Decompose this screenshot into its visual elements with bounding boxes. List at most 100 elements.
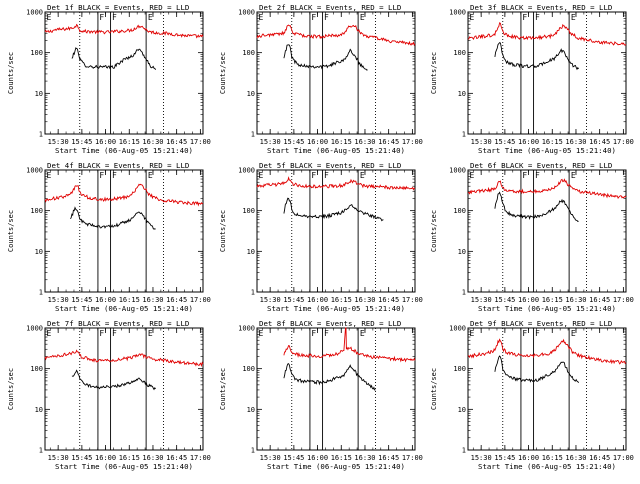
y-tick-label: 1000 (238, 9, 255, 17)
panel-title: Det 1f BLACK = Events, RED = LLD (47, 3, 189, 12)
y-tick-label: 10 (35, 90, 43, 98)
interval-letter: F (324, 13, 329, 22)
interval-letter: E (258, 171, 263, 180)
plot-frame (256, 327, 416, 451)
panel-title: Det 6f BLACK = Events, RED = LLD (470, 161, 612, 170)
lld-series-line (256, 24, 416, 47)
interval-letter: F (324, 329, 329, 338)
panel-det-2f: Det 2f BLACK = Events, RED = LLD 1 10 100 10… (219, 3, 423, 155)
events-series-line (283, 363, 376, 391)
x-tick-label: 15:30 (48, 454, 69, 462)
y-tick-label: 100 (453, 49, 466, 57)
y-tick-label: 1 (462, 289, 466, 297)
y-tick-label: 10 (458, 90, 466, 98)
panel-title: Det 8f BLACK = Events, RED = LLD (259, 319, 401, 328)
y-axis-label: Counts/sec (219, 52, 227, 94)
x-axis-label: Start Time (06-Aug-05 15:21:40) (478, 462, 616, 471)
x-tick-label: 15:45 (71, 296, 92, 304)
y-tick-label: 1000 (26, 167, 43, 175)
interval-letter: F (522, 329, 527, 338)
x-tick-label: 16:15 (331, 296, 352, 304)
x-tick-label: 16:45 (378, 454, 399, 462)
interval-letter: E (571, 13, 576, 22)
x-tick-label: 16:30 (354, 296, 375, 304)
panel-title: Det 7f BLACK = Events, RED = LLD (47, 319, 189, 328)
x-tick-label: 16:15 (331, 138, 352, 146)
x-axis-label: Start Time (06-Aug-05 15:21:40) (267, 304, 405, 313)
panel-title: Det 3f BLACK = Events, RED = LLD (470, 3, 612, 12)
interval-letter: F (112, 13, 117, 22)
x-tick-label: 16:15 (119, 138, 140, 146)
x-tick-label: 16:15 (542, 138, 563, 146)
x-tick-label: 17:00 (190, 138, 211, 146)
x-tick-label: 15:30 (471, 296, 492, 304)
events-series-line (71, 47, 156, 71)
interval-letter: F (311, 171, 316, 180)
x-axis-label: Start Time (06-Aug-05 15:21:40) (267, 146, 405, 155)
panel-det-6f: Det 6f BLACK = Events, RED = LLD 1 10 100 10… (430, 161, 634, 313)
interval-letter: F (99, 171, 104, 180)
interval-letter: F (311, 13, 316, 22)
plot-frame (44, 169, 204, 293)
x-tick-label: 16:45 (589, 138, 610, 146)
x-tick-label: 15:30 (260, 296, 281, 304)
x-tick-label: 15:45 (494, 296, 515, 304)
x-tick-label: 16:00 (307, 138, 328, 146)
y-tick-label: 100 (453, 365, 466, 373)
y-axis-label: Counts/sec (7, 368, 15, 410)
interval-letter: E (469, 171, 474, 180)
panel-title: Det 4f BLACK = Events, RED = LLD (47, 161, 189, 170)
x-tick-label: 17:00 (613, 138, 634, 146)
lld-series-line (44, 183, 204, 207)
interval-letter: F (112, 329, 117, 338)
y-axis-label: Counts/sec (430, 210, 438, 252)
y-tick-label: 1 (251, 131, 255, 139)
y-tick-label: 100 (453, 207, 466, 215)
interval-letter: F (99, 13, 104, 22)
x-axis-label: Start Time (06-Aug-05 15:21:40) (55, 304, 193, 313)
x-tick-label: 16:00 (518, 454, 539, 462)
x-tick-label: 15:30 (471, 454, 492, 462)
lld-series-line (467, 338, 627, 365)
x-tick-label: 16:45 (589, 454, 610, 462)
y-tick-label: 10 (35, 248, 43, 256)
interval-letter: E (148, 13, 153, 22)
x-tick-label: 15:45 (71, 138, 92, 146)
panel-det-7f: Det 7f BLACK = Events, RED = LLD 1 10 100 10… (7, 319, 211, 471)
plot-frame (44, 327, 204, 451)
plot-frame (467, 11, 627, 135)
interval-letter: E (360, 171, 365, 180)
panel-det-5f: Det 5f BLACK = Events, RED = LLD 1 10 100 10… (219, 161, 423, 313)
panel-title: Det 2f BLACK = Events, RED = LLD (259, 3, 401, 12)
y-axis-label: Counts/sec (7, 52, 15, 94)
interval-letter: E (469, 329, 474, 338)
x-tick-label: 17:00 (402, 296, 423, 304)
x-tick-label: 15:45 (494, 138, 515, 146)
x-tick-label: 17:00 (402, 138, 423, 146)
x-tick-label: 16:45 (378, 138, 399, 146)
y-tick-label: 10 (458, 406, 466, 414)
y-tick-label: 100 (242, 207, 255, 215)
panel-det-3f: Det 3f BLACK = Events, RED = LLD 1 10 100 10… (430, 3, 634, 155)
interval-letter: E (46, 171, 51, 180)
interval-letter: E (360, 13, 365, 22)
y-tick-label: 1 (39, 131, 43, 139)
x-tick-label: 15:30 (260, 138, 281, 146)
y-tick-label: 10 (247, 90, 255, 98)
panel-det-1f: Det 1f BLACK = Events, RED = LLD 1 10 100 10… (7, 3, 211, 155)
interval-letter: F (535, 171, 540, 180)
interval-letter: F (311, 329, 316, 338)
x-tick-label: 16:15 (119, 296, 140, 304)
interval-letter: F (324, 171, 329, 180)
x-axis-label: Start Time (06-Aug-05 15:21:40) (267, 462, 405, 471)
panel-title: Det 5f BLACK = Events, RED = LLD (259, 161, 401, 170)
x-tick-label: 16:45 (166, 296, 187, 304)
interval-letter: E (571, 171, 576, 180)
panel-det-8f: Det 8f BLACK = Events, RED = LLD 1 10 100 10… (219, 319, 423, 471)
y-tick-label: 1000 (449, 325, 466, 333)
interval-letter: E (258, 13, 263, 22)
x-tick-label: 17:00 (402, 454, 423, 462)
x-tick-label: 16:45 (166, 454, 187, 462)
